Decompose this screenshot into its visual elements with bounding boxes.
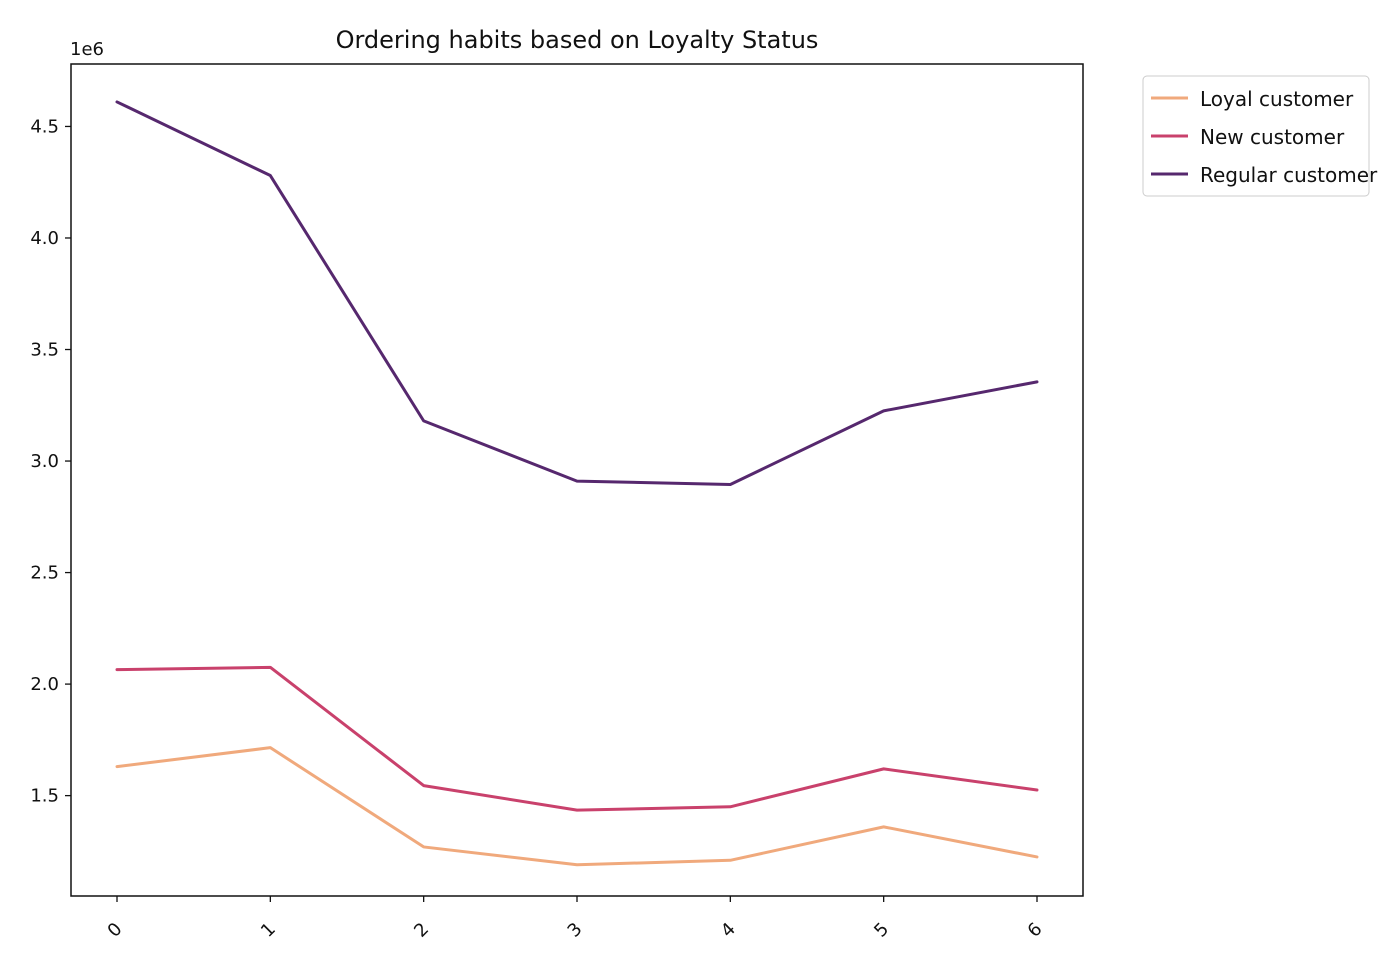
x-tick-label: 2 <box>410 919 433 942</box>
y-tick-label: 4.5 <box>30 116 59 137</box>
y-axis: 1.5 2.0 2.5 3.0 3.5 4.0 4.5 <box>30 116 71 807</box>
x-tick-label: 5 <box>870 919 893 942</box>
legend-box <box>1142 75 1370 197</box>
legend-label-new-customer: New customer <box>1200 125 1345 149</box>
x-axis: 0 1 2 3 4 5 6 <box>104 896 1047 942</box>
y-tick-label: 2.0 <box>30 674 59 695</box>
x-tick-label: 0 <box>104 919 127 942</box>
series-layer <box>115 100 1039 867</box>
chart-title: Ordering habits based on Loyalty Status <box>336 26 819 54</box>
y-tick-label: 3.5 <box>30 340 59 361</box>
y-tick-label: 4.0 <box>30 228 59 249</box>
x-tick-label: 1 <box>257 919 280 942</box>
x-tick-label: 4 <box>717 919 740 942</box>
x-tick-label: 3 <box>564 919 587 942</box>
legend: Loyal customer New customer Regular cust… <box>1142 75 1378 197</box>
x-tick-label: 6 <box>1024 919 1047 942</box>
y-tick-label: 3.0 <box>30 451 59 472</box>
legend-label-loyal-customer: Loyal customer <box>1200 87 1354 111</box>
y-axis-scale-label: 1e6 <box>70 39 104 60</box>
y-tick-label: 1.5 <box>30 786 59 807</box>
legend-label-regular-customer: Regular customer <box>1200 163 1378 187</box>
y-tick-label: 2.5 <box>30 563 59 584</box>
